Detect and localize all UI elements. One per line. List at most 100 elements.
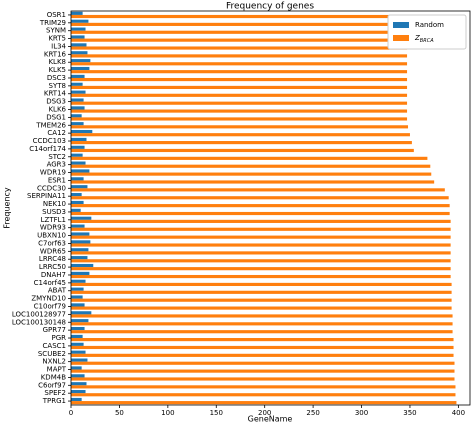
bar — [71, 172, 432, 176]
y-tick-label: C14orf174 — [29, 145, 66, 153]
bar — [71, 196, 449, 200]
bar — [71, 169, 90, 173]
bar — [71, 109, 408, 113]
bar — [71, 200, 84, 205]
bar — [71, 114, 82, 118]
y-tick-label: IL34 — [51, 42, 66, 50]
x-axis-label: GeneName — [248, 415, 293, 424]
bar — [71, 14, 409, 19]
y-tick-label: C7orf63 — [38, 239, 66, 247]
y-tick-label: LZTFL1 — [41, 216, 66, 224]
bar — [71, 279, 86, 283]
bar — [71, 70, 408, 74]
y-axis-label: Frequency — [3, 187, 12, 229]
legend-swatch — [393, 35, 409, 41]
x-tick-label: 250 — [306, 409, 319, 417]
y-tick-label: TRIM29 — [39, 19, 66, 27]
bar — [71, 330, 453, 334]
bar — [71, 216, 92, 220]
y-tick-label: CCDC30 — [37, 184, 66, 192]
y-tick-label: LOC100130148 — [12, 318, 66, 326]
bar — [71, 282, 452, 287]
bar — [71, 46, 408, 50]
bar — [71, 90, 86, 94]
bar — [71, 361, 455, 365]
bar — [71, 27, 86, 31]
bar — [71, 145, 85, 149]
bar — [71, 180, 435, 184]
y-tick-label: TMEM26 — [35, 121, 66, 129]
bar — [71, 11, 83, 15]
bar — [71, 224, 85, 228]
plot-frame — [70, 10, 471, 406]
y-tick-label: KRT14 — [44, 90, 67, 98]
bar — [71, 267, 451, 271]
bar — [71, 287, 84, 291]
bar — [71, 35, 85, 39]
y-tick-label: KLK8 — [48, 58, 66, 66]
bar — [71, 322, 453, 326]
bar — [71, 358, 88, 362]
bar — [71, 338, 454, 342]
legend-swatch — [393, 22, 409, 28]
bar — [71, 271, 90, 275]
y-tick-label: KLK6 — [48, 106, 66, 114]
bar — [71, 137, 87, 142]
bar — [71, 185, 88, 189]
bar — [71, 259, 451, 263]
y-tick-label: LRRC48 — [39, 255, 66, 263]
y-tick-label: CCDC103 — [33, 137, 66, 145]
bar — [71, 319, 89, 323]
y-tick-label: WDR93 — [40, 224, 66, 232]
bar — [71, 298, 452, 302]
bar — [71, 390, 86, 394]
y-tick-label: SUSD3 — [42, 208, 66, 216]
legend-label: Random — [415, 21, 444, 29]
y-tick-label: PGR — [51, 334, 66, 342]
bar — [71, 397, 82, 402]
x-tick-label: 350 — [403, 409, 416, 417]
y-tick-label: LRRC50 — [39, 263, 66, 271]
bar — [71, 385, 456, 389]
bar — [71, 243, 451, 247]
bar — [71, 161, 86, 165]
x-tick-label: 300 — [355, 409, 368, 417]
y-tick-label: KRT16 — [44, 50, 67, 58]
y-tick-label: DSG1 — [46, 113, 66, 121]
bar — [71, 122, 84, 126]
bar — [71, 30, 408, 34]
bar — [71, 377, 455, 381]
bar — [71, 369, 455, 373]
y-tick-label: DNAH7 — [41, 271, 66, 279]
bar — [71, 219, 451, 223]
x-tick-label: 50 — [115, 409, 124, 417]
y-tick-label: TPRG1 — [42, 397, 66, 405]
bar — [71, 274, 451, 279]
y-tick-label: UBXN10 — [37, 232, 66, 240]
bar — [71, 51, 88, 55]
bar — [71, 303, 85, 307]
y-tick-label: OSR1 — [47, 11, 66, 19]
bar — [71, 106, 85, 110]
bar — [71, 188, 445, 192]
y-tick-label: ESR1 — [48, 176, 66, 184]
y-tick-label: WDR65 — [40, 247, 66, 255]
bar — [71, 211, 450, 216]
bar — [71, 141, 412, 145]
y-tick-label: GPR77 — [43, 326, 66, 334]
legend-label: ZBRCA — [414, 34, 434, 44]
x-tick-label: 400 — [452, 409, 465, 417]
bar — [71, 133, 410, 137]
bar — [71, 353, 454, 357]
bar — [71, 22, 408, 26]
bar — [71, 326, 85, 331]
bar — [71, 248, 89, 252]
bar — [71, 311, 92, 315]
y-tick-label: LOC100128977 — [12, 310, 66, 318]
bar — [71, 382, 87, 386]
bar — [71, 85, 408, 90]
bar — [71, 193, 82, 197]
y-tick-label: KDM4B — [41, 373, 66, 381]
bar — [71, 345, 454, 350]
chart-title: Frequency of genes — [226, 2, 314, 12]
